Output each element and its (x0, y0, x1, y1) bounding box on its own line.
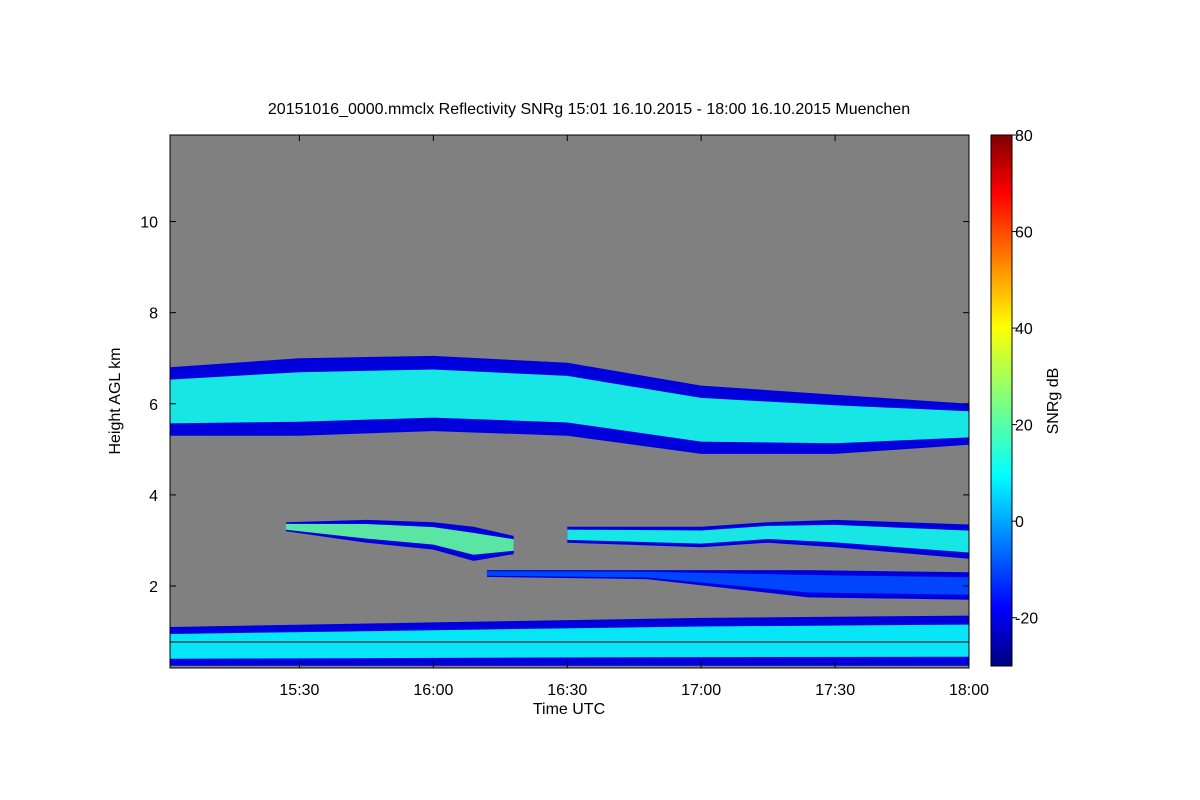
y-tick-label: 8 (149, 306, 158, 323)
cirrus-layer-core (170, 369, 969, 444)
colorbar (990, 134, 1013, 667)
chart-title: 20151016_0000.mmclx Reflectivity SNRg 15… (268, 101, 910, 118)
echo-layers (170, 355, 969, 666)
colorbar-tick-label: -20 (1015, 611, 1038, 628)
x-axis-ticks: 15:30 16:00 16:30 17:00 17:30 18:00 (279, 135, 989, 699)
mid-layer-1-core (286, 523, 514, 555)
colorbar-tick-label: 60 (1015, 225, 1033, 242)
y-axis-label: Height AGL km (107, 347, 124, 454)
x-tick-label: 15:30 (279, 682, 319, 699)
plot-frame (169, 134, 970, 669)
y-tick-label: 4 (149, 488, 158, 505)
cirrus-layer (170, 355, 969, 454)
colorbar-tick-label: 80 (1015, 128, 1033, 145)
mid-layer-2-core (567, 524, 969, 553)
x-tick-label: 17:00 (681, 682, 721, 699)
colorbar-label: SNRg dB (1045, 368, 1062, 435)
colorbar-tick-label: 20 (1015, 418, 1033, 435)
thin-layer-core (486, 571, 969, 595)
thin-layer (486, 570, 969, 600)
colorbar-tick-label: 0 (1015, 514, 1024, 531)
mid-layer-2 (567, 519, 969, 559)
y-tick-label: 10 (140, 215, 158, 232)
y-tick-label: 6 (149, 397, 158, 414)
mid-layer-1 (286, 519, 514, 561)
colorbar-ticks: -20 0 20 40 60 80 (1012, 128, 1038, 628)
x-tick-label: 17:30 (815, 682, 855, 699)
colorbar-tick-label: 40 (1015, 321, 1033, 338)
x-tick-label: 16:30 (547, 682, 587, 699)
x-tick-label: 16:00 (413, 682, 453, 699)
y-tick-label: 2 (149, 579, 158, 596)
x-axis-label: Time UTC (533, 701, 605, 718)
y-axis-ticks: 2 4 6 8 10 (140, 215, 969, 596)
x-tick-label: 18:00 (949, 682, 989, 699)
